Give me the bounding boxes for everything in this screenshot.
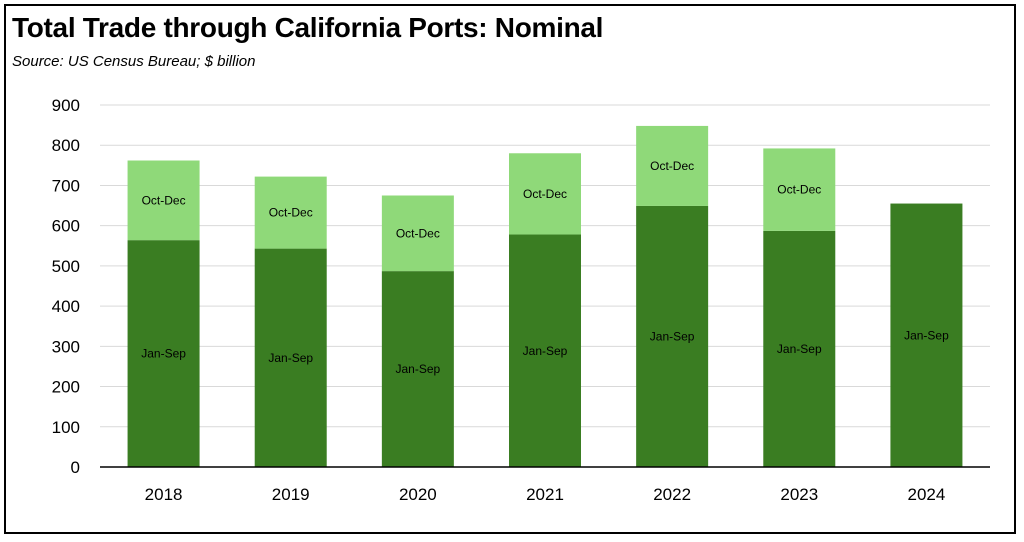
x-tick-label: 2021 — [526, 485, 564, 504]
bar-2018-oct-dec — [127, 160, 200, 241]
y-tick-label: 500 — [52, 257, 80, 276]
y-tick-label: 800 — [52, 136, 80, 155]
y-tick-label: 200 — [52, 378, 80, 397]
bar-2022-oct-dec — [636, 125, 709, 206]
bar-2024-jan-sep — [890, 203, 963, 468]
bar-2023-oct-dec — [763, 148, 836, 231]
bar-labels: Jan-Sep Oct-Dec Jan-Sep Oct-Dec Jan-Sep Oct-D… — [141, 159, 949, 376]
x-tick-label: 2022 — [653, 485, 691, 504]
segment-label: Jan-Sep — [650, 329, 695, 343]
y-tick-label: 900 — [52, 96, 80, 115]
chart-title: Total Trade through California Ports: No… — [12, 12, 604, 43]
segment-label: Oct-Dec — [777, 183, 821, 197]
segment-label: Jan-Sep — [268, 351, 313, 365]
segment-label: Oct-Dec — [396, 226, 440, 240]
segment-label: Oct-Dec — [142, 193, 186, 207]
bar-2019-jan-sep — [254, 248, 327, 467]
segment-label: Jan-Sep — [904, 328, 949, 342]
x-tick-label: 2023 — [780, 485, 818, 504]
segment-label: Jan-Sep — [777, 342, 822, 356]
segment-label: Jan-Sep — [523, 344, 568, 358]
y-tick-label: 100 — [52, 418, 80, 437]
segment-label: Oct-Dec — [523, 187, 567, 201]
segment-label: Jan-Sep — [396, 362, 441, 376]
bar-2023-jan-sep — [763, 230, 836, 467]
segment-label: Oct-Dec — [650, 159, 694, 173]
x-tick-label: 2020 — [399, 485, 437, 504]
y-tick-label: 700 — [52, 176, 80, 195]
segment-label: Jan-Sep — [141, 347, 186, 361]
bar-2020-oct-dec — [381, 195, 454, 272]
x-tick-label: 2024 — [908, 485, 946, 504]
segment-label: Oct-Dec — [269, 206, 313, 220]
bar-2020-jan-sep — [381, 271, 454, 467]
bar-2018-jan-sep — [127, 240, 200, 467]
bar-2019-oct-dec — [254, 176, 327, 249]
bar-2021-jan-sep — [509, 234, 581, 467]
bar-2022-jan-sep — [636, 205, 709, 468]
y-tick-label: 0 — [71, 458, 80, 477]
bars — [127, 125, 963, 468]
y-tick-label: 300 — [52, 337, 80, 356]
axes: 0 100 200 300 400 500 600 700 800 900 2018 2019 2020… — [52, 96, 990, 504]
y-tick-label: 400 — [52, 297, 80, 316]
x-tick-label: 2018 — [145, 485, 183, 504]
y-tick-label: 600 — [52, 217, 80, 236]
chart-subtitle: Source: US Census Bureau; $ billion — [12, 53, 256, 70]
bar-2021-oct-dec — [509, 153, 581, 235]
x-tick-label: 2019 — [272, 485, 310, 504]
